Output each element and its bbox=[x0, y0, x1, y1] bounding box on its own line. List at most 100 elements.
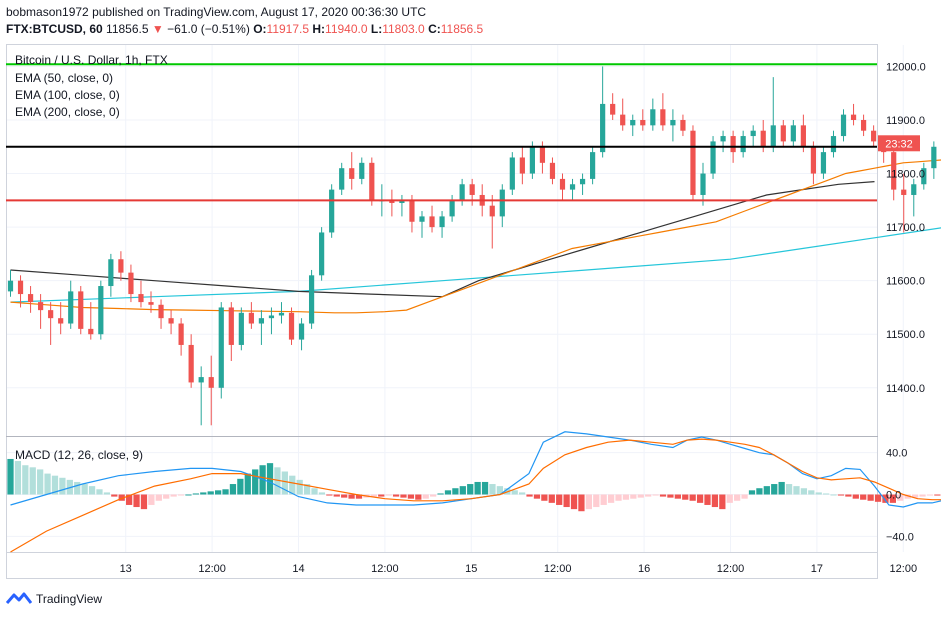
candle-body bbox=[7, 280, 14, 292]
macd-histogram-bar bbox=[200, 492, 207, 495]
price-tick-label: 12000.0 bbox=[886, 61, 926, 73]
candle-body bbox=[399, 200, 405, 204]
current-price-badge: 23:32 bbox=[878, 135, 920, 152]
candle-body bbox=[579, 178, 586, 185]
candle-body bbox=[359, 162, 365, 179]
tradingview-logo-icon bbox=[6, 592, 32, 604]
candle-body bbox=[389, 200, 395, 204]
macd-histogram-bar bbox=[704, 494, 711, 505]
macd-tick-label: 0.0 bbox=[886, 490, 901, 502]
ema50-line bbox=[10, 159, 941, 314]
macd-histogram-bar bbox=[711, 494, 719, 508]
macd-histogram-bar bbox=[874, 494, 882, 502]
macd-histogram-bar bbox=[392, 494, 400, 497]
candle-body bbox=[248, 312, 254, 324]
time-tick-label: 17 bbox=[811, 563, 823, 575]
candle-body bbox=[218, 307, 224, 388]
legend-ema100: EMA (100, close, 0) bbox=[15, 88, 120, 102]
last-price: 11856.5 bbox=[106, 22, 149, 36]
candle-body bbox=[901, 189, 907, 195]
footer-brand-label: TradingView bbox=[36, 592, 103, 606]
macd-histogram-bar bbox=[548, 494, 555, 503]
candle-body bbox=[198, 377, 204, 383]
candle-body bbox=[268, 315, 275, 319]
macd-histogram-bar bbox=[570, 494, 578, 510]
macd-tick-label: −40.0 bbox=[886, 531, 914, 543]
macd-histogram-bar bbox=[148, 494, 155, 505]
time-axis: 13 12:00 14 12:00 15 12:00 16 12:00 17 12:00 bbox=[120, 563, 917, 575]
open-label: O: bbox=[253, 22, 267, 36]
macd-histogram-bar bbox=[422, 494, 429, 499]
candle-body bbox=[58, 318, 64, 324]
macd-histogram-bar bbox=[296, 479, 303, 495]
chart-frame bbox=[6, 44, 878, 579]
macd-histogram-bar bbox=[593, 494, 600, 508]
macd-histogram-bar bbox=[192, 493, 200, 495]
macd-histogram-bar bbox=[348, 494, 355, 499]
macd-histogram-bar bbox=[585, 494, 592, 510]
macd-histogram-bar bbox=[252, 469, 259, 495]
macd-histogram-bar bbox=[385, 494, 392, 496]
macd-histogram-bar bbox=[785, 484, 793, 495]
macd-histogram-bar bbox=[244, 473, 251, 495]
grid bbox=[6, 45, 904, 552]
macd-histogram-bar bbox=[311, 488, 318, 495]
current-price-badge-bg bbox=[878, 135, 920, 152]
time-tick-label: 13 bbox=[120, 563, 132, 575]
macd-histogram-bar bbox=[88, 486, 96, 495]
legend-ema50: EMA (50, close, 0) bbox=[15, 71, 113, 85]
macd-histogram-bar bbox=[808, 490, 815, 495]
candle-body bbox=[48, 310, 54, 319]
footer-brand[interactable]: TradingView bbox=[6, 592, 102, 606]
candle-body bbox=[810, 146, 817, 174]
candle-body bbox=[118, 259, 124, 273]
macd-histogram-bar bbox=[289, 475, 296, 495]
macd-histogram-bar bbox=[771, 484, 778, 495]
macd-histogram-bar bbox=[207, 491, 214, 495]
low-label: L: bbox=[370, 22, 383, 36]
macd-histogram-bar bbox=[318, 492, 326, 495]
macd-histogram-bar bbox=[237, 478, 244, 495]
candle-body bbox=[539, 146, 546, 163]
candle-body bbox=[680, 119, 686, 131]
macd-histogram-bar bbox=[467, 484, 474, 495]
macd-histogram-bar bbox=[578, 494, 585, 512]
macd-histogram-bar bbox=[326, 494, 333, 496]
macd-histogram-bar bbox=[430, 494, 437, 497]
macd-histogram-bar bbox=[852, 494, 859, 499]
candle-body bbox=[600, 103, 606, 153]
candle-body bbox=[349, 168, 355, 179]
macd-histogram-bar bbox=[726, 494, 733, 503]
macd-histogram-bar bbox=[437, 493, 444, 495]
close-label: C: bbox=[428, 22, 441, 36]
macd-histogram-bar bbox=[103, 492, 111, 495]
macd-histogram-bar bbox=[845, 494, 852, 497]
macd-histogram-bar bbox=[667, 494, 674, 498]
time-tick-label: 12:00 bbox=[544, 563, 572, 575]
macd-histogram-bar bbox=[333, 494, 340, 497]
time-tick-label: 12:00 bbox=[717, 563, 745, 575]
candle-body bbox=[770, 125, 776, 147]
candle-body bbox=[529, 146, 535, 174]
macd-histogram-bar bbox=[519, 492, 526, 495]
candle-body bbox=[168, 318, 174, 324]
macd-histogram-bar bbox=[177, 494, 185, 496]
macd-histogram-bar bbox=[659, 494, 667, 497]
time-tick-label: 14 bbox=[292, 563, 304, 575]
ema100-line bbox=[10, 181, 875, 298]
macd-histogram-bar bbox=[741, 494, 748, 499]
macd-histogram-bar bbox=[748, 490, 756, 495]
macd-histogram-bar bbox=[860, 494, 867, 500]
macd-histogram-bar bbox=[407, 494, 415, 499]
candle-body bbox=[760, 130, 766, 147]
candle-body bbox=[660, 109, 666, 126]
macd-histogram-bar bbox=[496, 486, 504, 495]
candle-body bbox=[590, 152, 596, 179]
macd-histogram-bar bbox=[911, 494, 919, 498]
close-value: 11856.5 bbox=[440, 22, 484, 36]
price-tick-label: 11500.0 bbox=[886, 329, 925, 341]
macd-histogram-bar bbox=[44, 473, 51, 495]
macd-histogram-bar bbox=[556, 494, 563, 505]
macd-histogram-bar bbox=[689, 494, 696, 501]
